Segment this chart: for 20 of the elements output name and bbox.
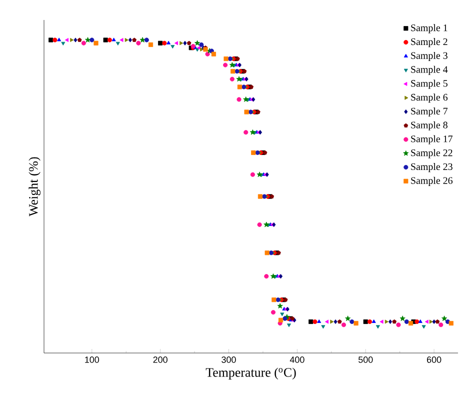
legend-label: Sample 3 — [411, 52, 448, 61]
legend-label: Sample 26 — [411, 176, 453, 186]
x-tick-label: 300 — [222, 356, 236, 363]
legend-label: Sample 2 — [411, 38, 448, 48]
legend-label: Sample 22 — [411, 149, 452, 158]
x-tick-label: 500 — [358, 356, 373, 363]
legend-label: Sample 7 — [411, 107, 448, 117]
legend-label: Sample 8 — [411, 121, 448, 130]
x-tick-label: 600 — [427, 356, 442, 363]
legend-label: Sample 17 — [411, 135, 453, 144]
x-tick-label: 100 — [85, 356, 100, 363]
x-axis-title: Temperature ($^{o}$C) — [206, 368, 296, 380]
legend-label: Sample 5 — [411, 80, 448, 89]
x-tick-label: 400 — [290, 356, 304, 363]
y-axis-title: Weight (%) — [28, 157, 40, 216]
legend-label: Sample 6 — [411, 94, 448, 103]
legend-label: Sample 1 — [411, 24, 448, 34]
legend-label: Sample 4 — [411, 66, 448, 75]
x-tick-label: 200 — [153, 356, 168, 363]
legend-label: Sample 23 — [411, 163, 452, 172]
